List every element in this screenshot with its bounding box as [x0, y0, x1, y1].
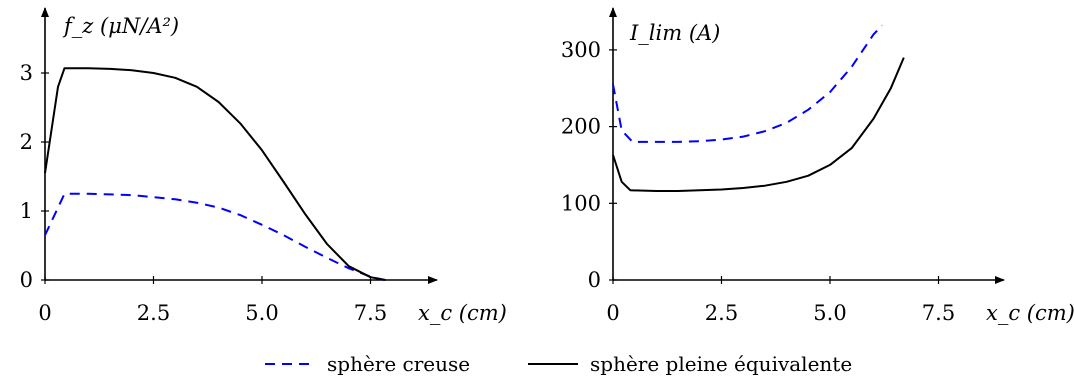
left-x-tick-label-1: 2.5: [137, 301, 170, 325]
right-y-tick-label-2: 200: [561, 115, 601, 139]
legend-label-creuse: sphère creuse: [327, 352, 470, 376]
left-y-tick-label-3: 3: [20, 61, 33, 85]
legend-label-pleine: sphère pleine équivalente: [590, 352, 852, 376]
chart-current-limit: 0 2.5 5.0 7.5 0 100 200 300 I_lim (A) x_c (cm): [561, 7, 1074, 325]
left-ticks: 0 2.5 5.0 7.5 0 1 2 3: [20, 61, 388, 325]
right-x-tick-label-0: 0: [606, 301, 619, 325]
xlabel-left: x_c (cm): [418, 301, 507, 325]
ylabel-left-text: f_z (μN/A²): [62, 14, 179, 38]
left-y-tick-label-0: 0: [20, 268, 33, 292]
right-y-tick-label-3: 300: [561, 38, 601, 62]
left-series: [44, 67, 386, 281]
chart-force: 0 2.5 5.0 7.5 0 1 2 3 f_z (μN/A²) x_c (cm): [20, 7, 507, 325]
right-y-tick-label-0: 0: [588, 268, 601, 292]
right-series: [612, 24, 905, 192]
left-y-tick-label-2: 2: [20, 130, 33, 154]
right-x-tick-label-3: 7.5: [922, 301, 955, 325]
left-y-tick-label-1: 1: [20, 199, 33, 223]
right-series-pleine-line: [612, 57, 905, 192]
xlabel-right: x_c (cm): [986, 301, 1074, 325]
ylabel-left: f_z (μN/A²): [62, 14, 179, 38]
left-x-tick-label-3: 7.5: [354, 301, 387, 325]
left-x-tick-label-2: 5.0: [245, 301, 278, 325]
ylabel-right: I_lim (A): [629, 21, 720, 45]
right-series-creuse-line: [612, 24, 883, 143]
left-series-creuse-line: [44, 192, 384, 281]
right-y-tick-label-1: 100: [561, 191, 601, 215]
left-x-tick-label-0: 0: [38, 301, 51, 325]
right-x-tick-label-2: 5.0: [813, 301, 846, 325]
right-x-tick-label-1: 2.5: [705, 301, 738, 325]
right-ticks: 0 2.5 5.0 7.5 0 100 200 300: [561, 38, 955, 325]
left-series-pleine-line: [44, 67, 386, 281]
legend: sphère creuse sphère pleine équivalente: [265, 352, 852, 376]
